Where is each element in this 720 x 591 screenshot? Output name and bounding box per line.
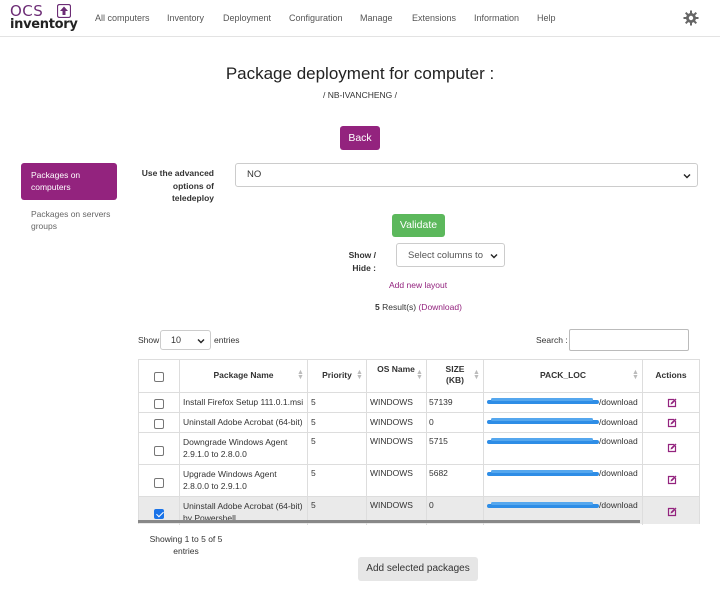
packages-table: Package Name Priority OS Name SIZE (KB) … (138, 359, 700, 525)
header-size-kb[interactable]: SIZE (KB) (445, 364, 465, 385)
entries-per-page-select[interactable]: 10 (160, 330, 211, 350)
nav-deployment[interactable]: Deployment (223, 13, 272, 23)
select-all-checkbox[interactable] (154, 372, 164, 382)
nav-help[interactable]: Help (537, 13, 556, 23)
header-package-name[interactable]: Package Name (213, 370, 274, 380)
header-os-name[interactable]: OS Name (377, 364, 415, 374)
package-location: /download (599, 500, 638, 510)
package-name: Downgrade Windows Agent 2.9.1.0 to 2.8.0… (183, 437, 288, 459)
package-priority: 5 (311, 397, 316, 407)
sort-icon[interactable]: ▲ ▼ (297, 369, 304, 381)
header-actions: Actions (655, 370, 687, 380)
validate-button[interactable]: Validate (392, 214, 445, 237)
row-checkbox[interactable] (154, 419, 164, 429)
sort-icon[interactable]: ▲ ▼ (473, 369, 480, 381)
package-os: WINDOWS (370, 397, 413, 407)
nav-inventory[interactable]: Inventory (167, 13, 205, 23)
top-navbar: OCS inventory All computers Inventory De… (0, 0, 720, 37)
redacted-path (487, 502, 599, 508)
header-priority[interactable]: Priority (322, 370, 352, 380)
redacted-path (487, 470, 599, 476)
row-checkbox-checked[interactable] (154, 509, 164, 519)
table-horizontal-scrollbar[interactable] (138, 520, 640, 523)
add-selected-packages-button[interactable]: Add selected packages (358, 557, 478, 581)
download-link[interactable]: (Download) (418, 302, 462, 312)
edit-icon[interactable] (667, 398, 677, 408)
package-os: WINDOWS (370, 417, 413, 427)
package-priority: 5 (311, 417, 316, 427)
selected-row-highlight (139, 496, 699, 524)
sidebar-item-packages-on-computers[interactable]: Packages on computers (21, 163, 117, 200)
package-location: /download (599, 436, 638, 446)
ocs-inventory-logo[interactable]: OCS inventory (10, 2, 78, 34)
package-name: Upgrade Windows Agent 2.8.0.0 to 2.9.1.0 (183, 469, 277, 491)
nav-configuration[interactable]: Configuration (289, 13, 343, 23)
sort-icon[interactable]: ▲ ▼ (416, 369, 423, 381)
package-priority: 5 (311, 468, 316, 478)
chevron-down-icon (683, 174, 691, 179)
package-os: WINDOWS (370, 436, 413, 446)
package-name: Install Firefox Setup 111.0.1.msi (183, 397, 304, 407)
entries-per-page-value: 10 (171, 335, 182, 345)
advanced-options-value: NO (247, 169, 262, 180)
redacted-path (487, 418, 599, 424)
search-input[interactable] (569, 329, 689, 351)
package-size: 5715 (429, 436, 448, 446)
redacted-path (487, 398, 599, 404)
nav-manage[interactable]: Manage (360, 13, 393, 23)
edit-icon[interactable] (667, 475, 677, 485)
result-text: Result(s) (379, 302, 419, 312)
sidebar-item-packages-on-servers-groups[interactable]: Packages on servers groups (31, 209, 111, 231)
package-location: /download (599, 417, 638, 427)
nav-extensions[interactable]: Extensions (412, 13, 457, 23)
table-info: Showing 1 to 5 of 5 entries (149, 534, 223, 556)
package-location: /download (599, 468, 638, 478)
back-button[interactable]: Back (340, 126, 380, 150)
advanced-options-select[interactable]: NO (235, 163, 698, 187)
edit-icon[interactable] (667, 507, 677, 517)
package-location: /download (599, 397, 638, 407)
chevron-down-icon (197, 339, 205, 344)
chevron-down-icon (490, 252, 498, 260)
redacted-path (487, 438, 599, 444)
package-os: WINDOWS (370, 500, 413, 510)
columns-select[interactable]: Select columns to (396, 243, 505, 267)
logo-inventory-text: inventory (10, 17, 78, 32)
header-pack-loc[interactable]: PACK_LOC (539, 370, 587, 380)
package-name: Uninstall Adobe Acrobat (64-bit) (183, 417, 303, 427)
nav-all-computers[interactable]: All computers (95, 13, 150, 23)
row-checkbox[interactable] (154, 446, 164, 456)
nav-information[interactable]: Information (474, 13, 520, 23)
logo-arrow-icon (57, 4, 71, 18)
edit-icon[interactable] (667, 443, 677, 453)
edit-icon[interactable] (667, 418, 677, 428)
logo-ocs-text: OCS (10, 2, 44, 20)
package-priority: 5 (311, 436, 316, 446)
row-checkbox[interactable] (154, 478, 164, 488)
result-count: 5 (375, 302, 380, 312)
computer-name: / NB-IVANCHENG / (323, 90, 397, 100)
package-size: 0 (429, 500, 434, 510)
package-priority: 5 (311, 500, 316, 510)
row-checkbox[interactable] (154, 399, 164, 409)
package-os: WINDOWS (370, 468, 413, 478)
entries-label: entries (214, 335, 240, 345)
columns-select-placeholder: Select columns to (408, 250, 483, 261)
package-size: 5682 (429, 468, 448, 478)
search-label: Search : (536, 335, 568, 345)
page-title: Package deployment for computer : (225, 64, 495, 83)
advanced-options-label: Use the advanced options of teledeploy (141, 168, 214, 203)
sort-icon[interactable]: ▲ ▼ (356, 369, 363, 381)
package-size: 57139 (429, 397, 453, 407)
package-name: Uninstall Adobe Acrobat (64-bit) by Powe… (183, 501, 303, 523)
package-size: 0 (429, 417, 434, 427)
show-hide-label: Show / Hide : (348, 250, 376, 273)
results-summary: 5 Result(s) (Download) (375, 302, 462, 312)
show-entries-label: Show (138, 335, 160, 345)
add-new-layout-link[interactable]: Add new layout (389, 280, 448, 290)
gear-icon[interactable] (683, 10, 699, 26)
sort-icon[interactable]: ▲ ▼ (632, 369, 639, 381)
